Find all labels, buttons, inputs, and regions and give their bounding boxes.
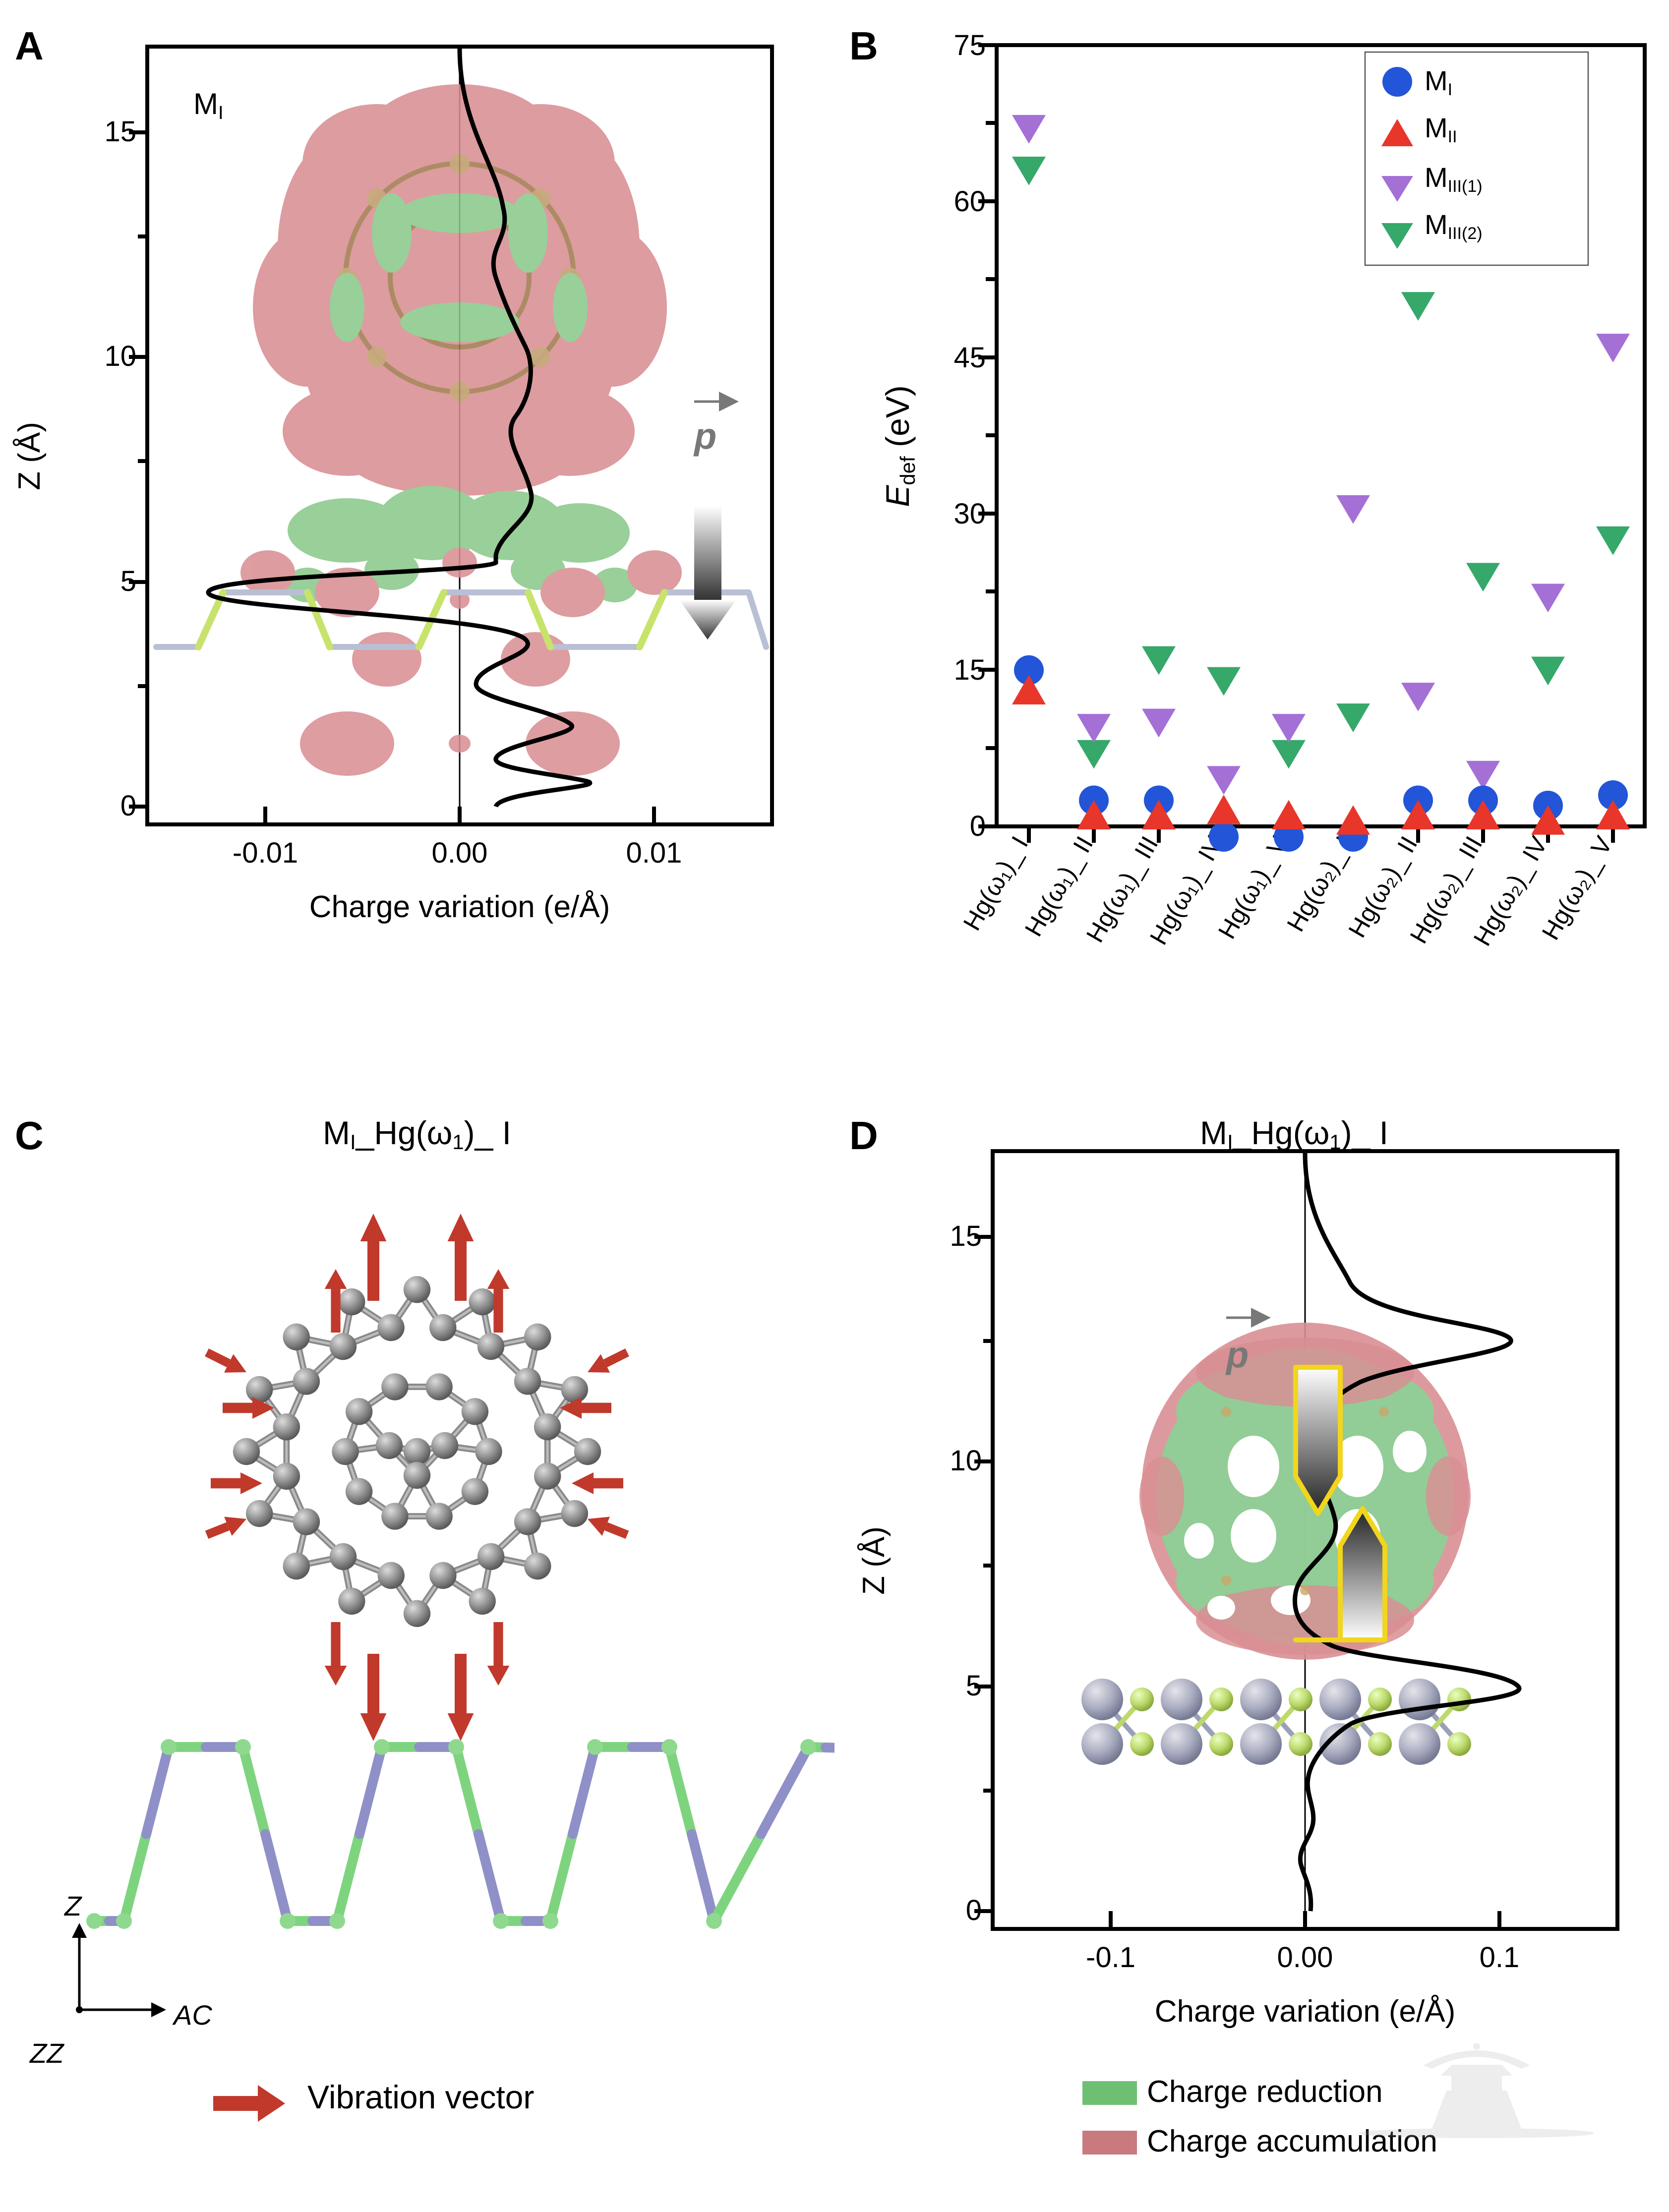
svg-text:Z: Z [63,1890,82,1921]
svg-text:ZZ: ZZ [29,2037,64,2069]
svg-text:p: p [693,415,716,457]
svg-text:0.00: 0.00 [432,837,488,869]
svg-text:Charge variation (e/Å): Charge variation (e/Å) [1155,1994,1456,2029]
svg-text:0.00: 0.00 [1277,1941,1333,1974]
svg-text:Vibration vector: Vibration vector [307,2079,534,2115]
svg-text:AC: AC [172,1999,212,2031]
svg-text:Charge reduction: Charge reduction [1147,2075,1383,2109]
svg-text:D: D [849,1113,878,1158]
svg-text:C: C [15,1113,44,1158]
svg-text:A: A [15,24,44,68]
svg-text:-0.01: -0.01 [233,837,298,869]
svg-text:0.1: 0.1 [1480,1941,1520,1974]
svg-text:Charge accumulation: Charge accumulation [1147,2124,1437,2158]
svg-text:MI_Hg(ω1)_ I: MI_Hg(ω1)_ I [1200,1114,1388,1154]
svg-text:MI_Hg(ω1)_ I: MI_Hg(ω1)_ I [323,1114,511,1154]
svg-text:0.01: 0.01 [626,837,682,869]
svg-text:B: B [849,24,878,68]
svg-text:Edef (eV): Edef (eV) [879,385,919,507]
svg-text:MI: MI [193,87,224,123]
svg-text:-0.1: -0.1 [1086,1941,1135,1974]
svg-text:Hg(ω₁)_ I: Hg(ω₁)_ I [958,832,1034,935]
svg-text:Z (Å): Z (Å) [12,422,47,490]
svg-text:Z (Å): Z (Å) [857,1526,891,1595]
svg-text:Charge variation (e/Å): Charge variation (e/Å) [309,890,610,924]
svg-text:p: p [1225,1334,1249,1375]
